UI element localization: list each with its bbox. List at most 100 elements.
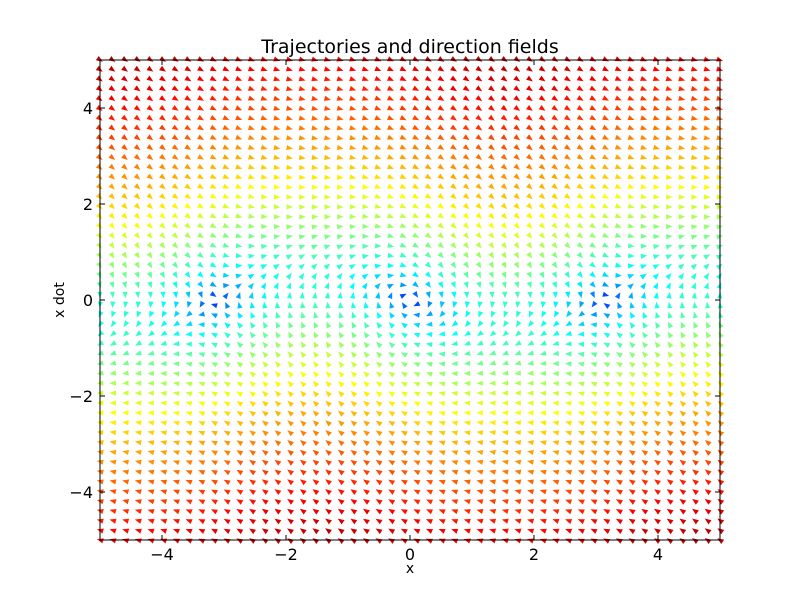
field-arrow — [413, 499, 421, 505]
field-arrow — [653, 164, 660, 170]
field-arrow — [336, 76, 344, 82]
field-arrow — [717, 361, 725, 368]
field-arrow — [146, 202, 153, 210]
field-arrow — [602, 124, 609, 130]
field-arrow — [197, 222, 204, 229]
field-arrow — [488, 114, 495, 121]
field-arrow — [551, 163, 559, 170]
field-arrow — [363, 341, 370, 349]
field-arrow — [463, 400, 471, 406]
field-arrow — [110, 301, 116, 309]
field-arrow — [133, 95, 141, 102]
field-arrow — [589, 154, 597, 160]
field-arrow — [717, 489, 725, 495]
field-arrow — [602, 144, 609, 150]
field-arrow — [627, 164, 635, 170]
field-arrow — [603, 362, 611, 368]
field-arrow — [298, 154, 306, 160]
field-arrow — [95, 193, 103, 200]
field-arrow — [602, 115, 609, 121]
field-arrow — [222, 115, 230, 121]
field-arrow — [590, 372, 598, 378]
field-arrow — [336, 125, 344, 131]
field-arrow — [538, 85, 546, 92]
field-arrow — [400, 430, 408, 437]
field-arrow — [489, 390, 496, 396]
field-arrow — [260, 184, 268, 190]
field-arrow — [692, 361, 699, 368]
field-arrow — [628, 469, 636, 476]
field-arrow — [109, 509, 117, 514]
field-arrow — [247, 66, 255, 72]
field-arrow — [716, 282, 722, 290]
field-arrow — [652, 105, 660, 111]
field-arrow — [678, 234, 686, 240]
field-arrow — [235, 174, 243, 179]
field-arrow — [628, 401, 636, 407]
field-arrow — [640, 213, 648, 219]
field-arrow — [464, 291, 470, 299]
field-arrow — [565, 391, 572, 397]
field-arrow — [654, 361, 661, 368]
field-arrow — [691, 194, 698, 200]
field-arrow — [640, 154, 648, 160]
field-arrow — [538, 144, 546, 151]
field-arrow — [324, 282, 329, 290]
field-arrow — [538, 95, 546, 101]
field-arrow — [450, 105, 457, 111]
field-arrow — [133, 124, 141, 131]
field-arrow — [692, 371, 699, 378]
field-arrow — [362, 254, 369, 260]
field-arrow — [285, 272, 292, 280]
field-arrow — [515, 330, 522, 337]
field-arrow — [527, 499, 534, 505]
field-arrow — [122, 281, 127, 289]
field-arrow — [717, 538, 725, 544]
field-arrow — [223, 528, 231, 534]
field-arrow — [413, 362, 421, 368]
field-arrow — [603, 322, 611, 329]
field-arrow — [110, 320, 117, 328]
field-arrow — [577, 519, 585, 525]
field-arrow — [678, 244, 686, 250]
field-arrow — [337, 440, 345, 447]
field-arrow — [451, 330, 459, 336]
field-arrow — [413, 421, 421, 427]
field-arrow — [639, 273, 647, 280]
field-arrow — [400, 401, 408, 407]
field-arrow — [552, 499, 560, 505]
field-arrow — [503, 320, 509, 328]
field-arrow — [553, 301, 559, 309]
field-arrow — [299, 538, 307, 544]
field-arrow — [236, 499, 244, 505]
field-arrow — [614, 85, 622, 91]
field-arrow — [300, 351, 307, 358]
field-arrow — [628, 371, 636, 378]
field-arrow — [412, 242, 420, 248]
field-arrow — [577, 460, 585, 466]
field-arrow — [273, 263, 280, 270]
field-arrow — [666, 291, 672, 299]
field-arrow — [363, 371, 370, 378]
field-arrow — [565, 440, 572, 446]
field-arrow — [641, 469, 649, 476]
field-arrow — [539, 350, 547, 356]
field-arrow — [501, 518, 509, 524]
field-arrow — [679, 498, 687, 505]
field-arrow — [526, 134, 533, 141]
field-arrow — [692, 528, 699, 535]
field-arrow — [184, 134, 192, 141]
field-arrow — [374, 66, 382, 71]
field-arrow — [718, 331, 724, 339]
field-arrow — [476, 479, 484, 485]
field-arrow — [260, 85, 268, 91]
field-arrow — [287, 459, 294, 466]
field-arrow — [476, 390, 483, 396]
field-arrow — [654, 371, 661, 378]
field-arrow — [223, 509, 231, 515]
field-arrow — [274, 499, 282, 505]
field-arrow — [438, 529, 446, 534]
field-arrow — [147, 489, 155, 495]
field-arrow — [209, 203, 217, 209]
field-arrow — [475, 271, 481, 279]
